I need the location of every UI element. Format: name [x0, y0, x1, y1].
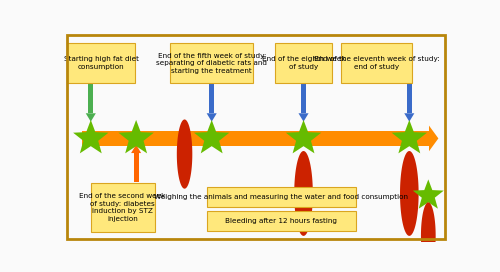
Polygon shape — [392, 120, 427, 153]
Polygon shape — [286, 120, 321, 153]
Polygon shape — [294, 151, 313, 236]
FancyBboxPatch shape — [407, 83, 412, 113]
FancyBboxPatch shape — [88, 83, 93, 113]
Text: End of the second week
of study: diabetes
induction by STZ
injection: End of the second week of study: diabete… — [80, 193, 166, 222]
Polygon shape — [86, 113, 96, 122]
Polygon shape — [118, 120, 154, 153]
FancyBboxPatch shape — [207, 211, 356, 231]
FancyBboxPatch shape — [210, 83, 214, 113]
Polygon shape — [404, 113, 414, 122]
FancyBboxPatch shape — [134, 153, 138, 183]
Text: End of the fifth week of study:
separating of diabetic rats and
starting the tre: End of the fifth week of study: separati… — [156, 52, 267, 73]
Polygon shape — [131, 145, 141, 153]
Polygon shape — [413, 180, 444, 209]
FancyBboxPatch shape — [170, 43, 254, 84]
Polygon shape — [298, 113, 308, 122]
Text: Bleeding after 12 hours fasting: Bleeding after 12 hours fasting — [226, 218, 338, 224]
Text: Weighing the animals and measuring the water and food consumption: Weighing the animals and measuring the w… — [154, 194, 408, 200]
FancyBboxPatch shape — [207, 187, 356, 207]
FancyBboxPatch shape — [340, 43, 412, 84]
Polygon shape — [177, 119, 192, 189]
FancyBboxPatch shape — [301, 83, 306, 113]
Polygon shape — [73, 120, 108, 153]
Polygon shape — [400, 151, 418, 236]
FancyBboxPatch shape — [90, 183, 154, 232]
Text: End of the eleventh week of study:
end of study: End of the eleventh week of study: end o… — [314, 56, 440, 70]
Polygon shape — [421, 202, 436, 269]
Text: End of the eighth week
of study: End of the eighth week of study — [262, 56, 345, 70]
FancyBboxPatch shape — [68, 43, 135, 84]
Polygon shape — [206, 113, 216, 122]
Text: Starting high fat diet
consumption: Starting high fat diet consumption — [64, 56, 139, 70]
FancyBboxPatch shape — [82, 131, 429, 146]
FancyBboxPatch shape — [276, 43, 332, 84]
Polygon shape — [194, 120, 230, 153]
Polygon shape — [429, 126, 438, 151]
